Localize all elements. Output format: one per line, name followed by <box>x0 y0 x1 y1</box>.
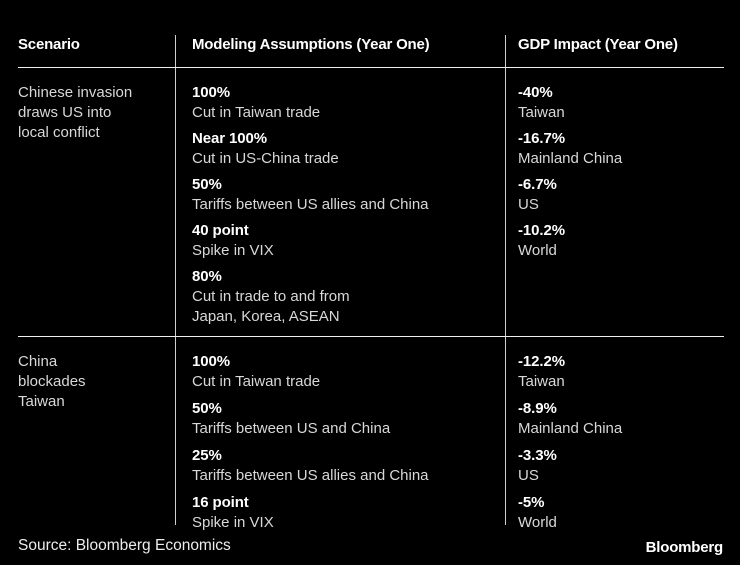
assumption-value: 50% <box>192 176 222 193</box>
column-divider <box>175 35 176 525</box>
impact-region: World <box>518 242 557 259</box>
scenario-label: China blockades Taiwan <box>18 353 86 410</box>
impact-value: -3.3% <box>518 447 557 464</box>
assumption-value: 25% <box>192 447 222 464</box>
impact-region: US <box>518 196 539 213</box>
impact-item: -3.3% US <box>518 446 722 486</box>
column-header-assumptions: Modeling Assumptions (Year One) <box>192 36 430 53</box>
impact-region: Taiwan <box>518 373 565 390</box>
assumption-desc: Cut in trade to and from Japan, Korea, A… <box>192 288 350 325</box>
impact-item: -6.7% US <box>518 175 722 215</box>
impact-item: -8.9% Mainland China <box>518 399 722 439</box>
impact-value: -5% <box>518 494 545 511</box>
assumption-desc: Spike in VIX <box>192 242 274 259</box>
impact-region: Mainland China <box>518 150 623 167</box>
impact-value: -40% <box>518 84 553 101</box>
bloomberg-logo: Bloomberg <box>645 539 724 556</box>
assumption-item: 100% Cut in Taiwan trade <box>192 83 498 123</box>
impact-item: -10.2% World <box>518 221 722 261</box>
impacts-column: -40% Taiwan -16.7% Mainland China -6.7% … <box>518 83 722 261</box>
assumption-value: 100% <box>192 353 230 370</box>
scenario-label: Chinese invasion draws US into local con… <box>18 84 133 141</box>
impact-region: US <box>518 467 539 484</box>
column-header-impact: GDP Impact (Year One) <box>518 36 678 53</box>
impact-item: -40% Taiwan <box>518 83 722 123</box>
column-header-scenario: Scenario <box>18 36 80 53</box>
impact-value: -8.9% <box>518 400 557 417</box>
assumptions-column: 100% Cut in Taiwan trade Near 100% Cut i… <box>192 83 498 327</box>
assumption-item: 50% Tariffs between US allies and China <box>192 175 498 215</box>
impact-region: Taiwan <box>518 104 565 121</box>
assumption-item: 16 point Spike in VIX <box>192 493 498 533</box>
source-attribution: Source: Bloomberg Economics <box>18 537 231 554</box>
assumption-value: Near 100% <box>192 130 267 147</box>
assumption-item: 50% Tariffs between US and China <box>192 399 498 439</box>
assumption-item: 100% Cut in Taiwan trade <box>192 352 498 392</box>
section-rule <box>18 336 724 337</box>
assumption-value: 50% <box>192 400 222 417</box>
column-divider <box>505 35 506 525</box>
assumption-value: 100% <box>192 84 230 101</box>
impact-region: Mainland China <box>518 420 623 437</box>
assumption-desc: Spike in VIX <box>192 514 274 531</box>
impact-item: -5% World <box>518 493 722 533</box>
assumption-value: 16 point <box>192 494 249 511</box>
impact-value: -10.2% <box>518 222 565 239</box>
assumption-desc: Tariffs between US and China <box>192 420 391 437</box>
assumption-item: 25% Tariffs between US allies and China <box>192 446 498 486</box>
assumption-desc: Cut in US-China trade <box>192 150 339 167</box>
assumption-desc: Tariffs between US allies and China <box>192 467 429 484</box>
assumption-item: 80% Cut in trade to and from Japan, Kore… <box>192 267 498 327</box>
impact-item: -12.2% Taiwan <box>518 352 722 392</box>
impact-value: -16.7% <box>518 130 565 147</box>
impact-region: World <box>518 514 557 531</box>
impacts-column: -12.2% Taiwan -8.9% Mainland China -3.3%… <box>518 352 722 533</box>
impact-value: -6.7% <box>518 176 557 193</box>
header-rule <box>18 67 724 68</box>
impact-value: -12.2% <box>518 353 565 370</box>
assumption-desc: Cut in Taiwan trade <box>192 104 321 121</box>
assumption-item: Near 100% Cut in US-China trade <box>192 129 498 169</box>
assumption-value: 80% <box>192 268 222 285</box>
assumption-desc: Tariffs between US allies and China <box>192 196 429 213</box>
assumption-value: 40 point <box>192 222 249 239</box>
impact-item: -16.7% Mainland China <box>518 129 722 169</box>
assumptions-column: 100% Cut in Taiwan trade 50% Tariffs bet… <box>192 352 498 533</box>
assumption-item: 40 point Spike in VIX <box>192 221 498 261</box>
assumption-desc: Cut in Taiwan trade <box>192 373 321 390</box>
